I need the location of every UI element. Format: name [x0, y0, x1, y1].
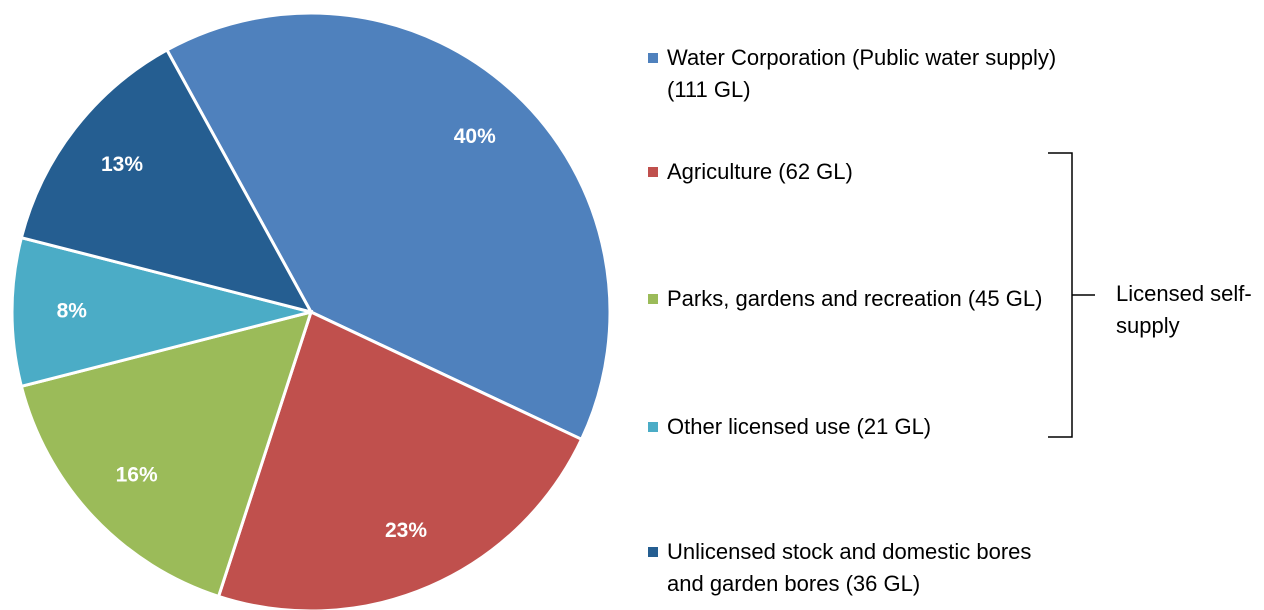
pie-slice — [19, 309, 314, 599]
legend-label: Parks, gardens and recreation (45 GL) — [667, 286, 1043, 311]
legend-entry: Agriculture (62 GL) — [648, 156, 1058, 188]
legend-swatch — [648, 53, 658, 63]
legend-label: Water Corporation (Public water supply) … — [667, 45, 1057, 102]
legend-entry: Unlicensed stock and domestic bores and … — [648, 536, 1058, 600]
pie-slice — [164, 11, 612, 442]
legend-swatch — [648, 294, 658, 304]
data-label: 23% — [385, 519, 427, 542]
data-label: 40% — [454, 125, 496, 148]
annotation: Licensed self-supply — [1116, 281, 1252, 338]
data-label: 8% — [57, 300, 88, 323]
legend-swatch — [648, 422, 658, 432]
legend-swatch — [648, 167, 658, 177]
data-label: 16% — [116, 463, 158, 486]
legend-entry: Water Corporation (Public water supply) … — [648, 42, 1058, 106]
legend-swatch — [648, 547, 658, 557]
legend-entry: Other licensed use (21 GL) — [648, 411, 1058, 443]
pie-slice — [10, 235, 312, 389]
legend-label: Other licensed use (21 GL) — [667, 414, 932, 439]
legend-label: Agriculture (62 GL) — [667, 159, 853, 184]
legend-entry: Parks, gardens and recreation (45 GL) — [648, 283, 1058, 315]
legend-label: Unlicensed stock and domestic bores and … — [667, 539, 1032, 596]
data-label: 13% — [101, 153, 143, 176]
pie-slice — [19, 47, 314, 315]
bracket — [1048, 152, 1095, 438]
pie-slice — [216, 309, 584, 610]
